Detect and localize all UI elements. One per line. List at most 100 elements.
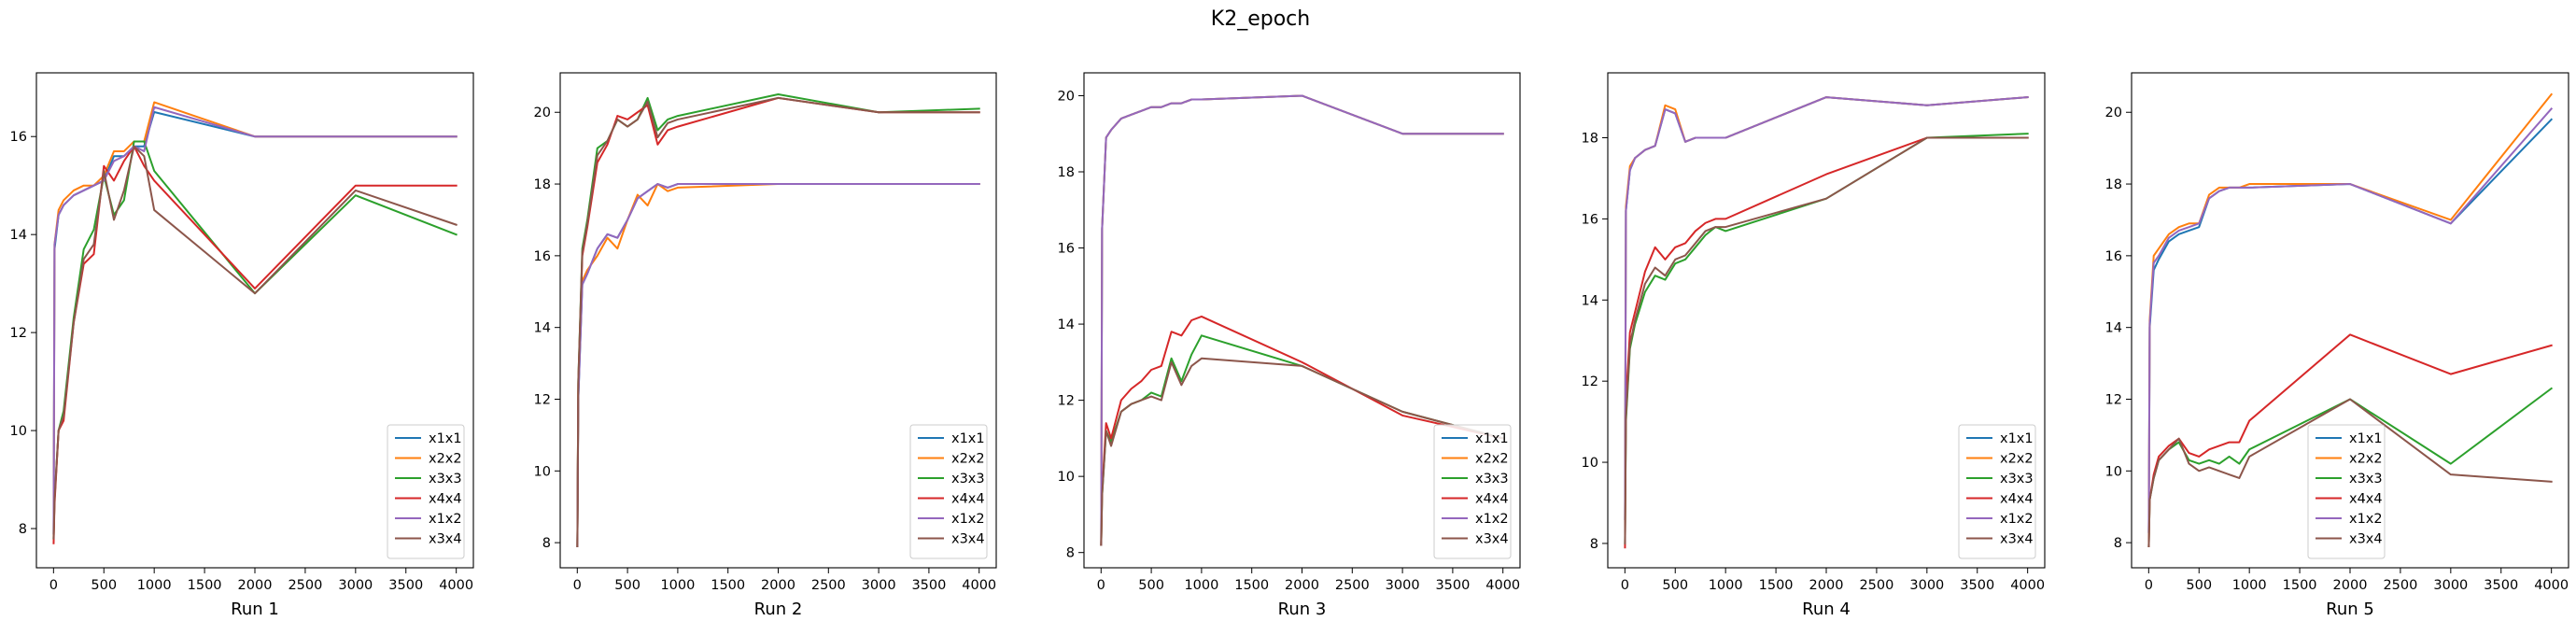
series-line-x1x2 [2147,106,2554,533]
x-axis-label: Run 5 [2326,600,2374,619]
legend-label-x3x3: x3x3 [2000,472,2034,487]
legend-label-x3x4: x3x4 [2349,532,2383,547]
legend: x1x1 x2x2 x3x3 x4x4 x1x2 x3x4 [909,424,988,559]
x-axis-label: Run 3 [1278,600,1327,619]
legend-label-x3x4: x3x4 [951,532,985,547]
subplot-2: 0 500 1000 1500 2000 2500 3000 3500 4000 8 10 12 14 1… [534,72,997,619]
x-tick-label: 3500 [1960,578,1994,593]
x-tick-label: 0 [1097,578,1105,593]
y-tick-label: 8 [1590,537,1598,552]
x-tick-label: 3000 [1909,578,1944,593]
x-tick-label: 3500 [1435,578,1470,593]
y-tick-label: 20 [534,106,551,120]
y-tick-label: 10 [1058,470,1075,485]
y-tick-label: 14 [1058,318,1075,332]
x-tick-label: 3500 [2484,578,2518,593]
y-tick-label: 16 [534,249,551,264]
x-tick-label: 1500 [711,578,745,593]
x-tick-label: 1500 [1759,578,1794,593]
y-tick-label: 20 [1058,89,1075,104]
subplot-3: 0 500 1000 1500 2000 2500 3000 3500 4000 8 10 12 14 1… [1058,72,1521,619]
y-tick-label: 16 [2105,249,2122,264]
x-tick-label: 1000 [660,578,695,593]
y-tick-label: 14 [1582,293,1598,308]
legend: x1x1 x2x2 x3x3 x4x4 x1x2 x3x4 [2307,424,2386,559]
subplot-4: 0 500 1000 1500 2000 2500 3000 3500 4000 8 10 12 14 1… [1582,72,2046,619]
x-tick-label: 4000 [2534,578,2569,593]
y-tick-label: 8 [19,522,27,537]
x-tick-label: 2500 [1335,578,1370,593]
series-line-x3x4 [2147,398,2553,547]
x-tick-label: 3000 [338,578,373,593]
y-tick-label: 16 [1582,212,1598,227]
x-tick-label: 1500 [1234,578,1269,593]
x-tick-label: 1000 [2232,578,2267,593]
x-tick-label: 4000 [1485,578,1520,593]
series-line-x4x4 [1624,136,2029,549]
x-tick-label: 3500 [911,578,946,593]
y-tick-label: 8 [542,536,551,551]
y-tick-label: 10 [534,464,551,479]
x-tick-label: 3000 [862,578,896,593]
legend-label-x3x3: x3x3 [951,472,985,487]
y-tick-label: 18 [1058,165,1075,180]
y-tick-label: 12 [1582,374,1598,389]
series-line-x4x4 [1100,315,1504,546]
subplot-1: 0 500 1000 1500 2000 2500 3000 3500 4000 8 10 12 14 1… [10,72,474,619]
y-tick-label: 12 [1058,394,1075,409]
y-tick-label: 14 [534,321,551,336]
legend-label-x1x1: x1x1 [2349,431,2383,446]
y-tick-label: 10 [2105,464,2122,479]
x-tick-label: 0 [573,578,582,593]
legend-label-x3x4: x3x4 [1475,532,1509,547]
y-tick-label: 14 [10,228,27,243]
y-tick-label: 8 [2114,536,2122,551]
legend-label-x2x2: x2x2 [951,452,985,467]
legend-label-x1x1: x1x1 [429,431,462,446]
x-tick-label: 2000 [1285,578,1319,593]
legend-label-x4x4: x4x4 [2349,492,2383,507]
y-tick-label: 12 [10,326,27,341]
x-tick-label: 2000 [1809,578,1844,593]
legend-label-x4x4: x4x4 [951,492,985,507]
x-tick-label: 3000 [1386,578,1420,593]
x-tick-label: 1500 [188,578,222,593]
legend-label-x3x3: x3x3 [429,472,462,487]
legend-label-x1x2: x1x2 [2000,512,2034,527]
x-tick-label: 500 [1138,578,1164,593]
x-tick-label: 2000 [238,578,273,593]
series-line-x1x2 [576,183,980,547]
x-tick-label: 3000 [2433,578,2468,593]
x-tick-label: 2500 [1859,578,1893,593]
legend-label-x4x4: x4x4 [429,492,462,507]
x-tick-label: 500 [2186,578,2212,593]
legend-label-x1x2: x1x2 [2349,512,2383,527]
y-tick-label: 18 [2105,177,2122,192]
y-tick-label: 16 [10,130,27,145]
legend-label-x3x4: x3x4 [2000,532,2034,547]
legend: x1x1 x2x2 x3x3 x4x4 x1x2 x3x4 [387,424,465,559]
x-tick-label: 3500 [388,578,423,593]
legend-label-x3x3: x3x3 [1475,472,1509,487]
y-tick-label: 8 [1066,546,1075,561]
x-tick-label: 0 [2145,578,2153,593]
x-tick-label: 0 [49,578,58,593]
legend: x1x1 x2x2 x3x3 x4x4 x1x2 x3x4 [1433,424,1512,559]
series-line-x4x4 [2147,333,2553,547]
series-line-x2x2 [52,101,457,540]
x-tick-label: 1000 [1709,578,1743,593]
legend-label-x2x2: x2x2 [2000,452,2034,467]
legend-label-x2x2: x2x2 [429,452,462,467]
subplot-5: 0 500 1000 1500 2000 2500 3000 3500 4000 8 10 12 14 1… [2105,72,2569,619]
series-line-x3x4 [52,145,457,540]
x-tick-label: 1500 [2283,578,2317,593]
legend-label-x4x4: x4x4 [2000,492,2034,507]
y-tick-label: 20 [2105,106,2122,120]
x-tick-label: 2000 [761,578,795,593]
x-tick-label: 2500 [811,578,846,593]
x-tick-label: 500 [1662,578,1688,593]
series-line-x1x2 [52,106,457,535]
x-tick-label: 4000 [2010,578,2045,593]
legend-label-x1x2: x1x2 [951,512,985,527]
